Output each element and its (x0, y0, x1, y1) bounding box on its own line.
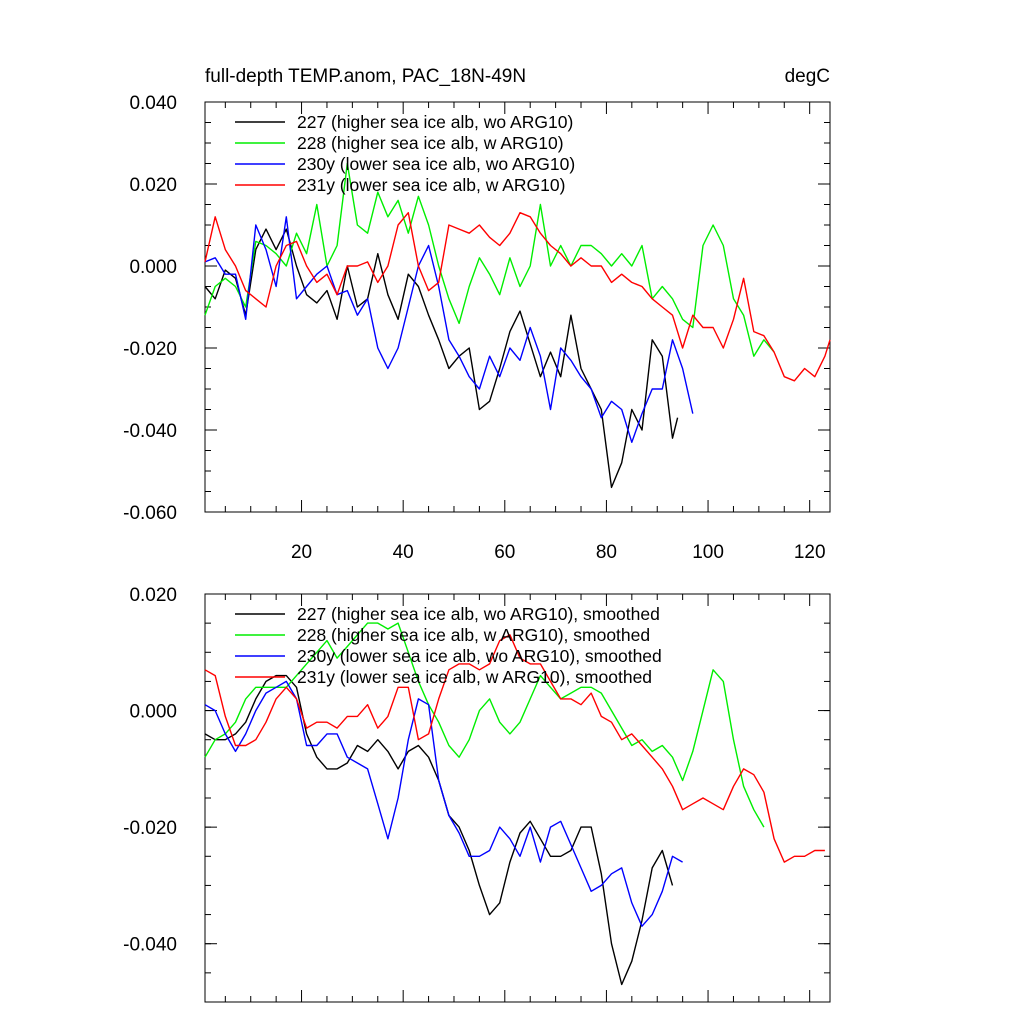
legend-label: 227 (higher sea ice alb, wo ARG10), smoo… (297, 604, 660, 624)
y-tick-label: -0.060 (123, 503, 177, 524)
legend-label: 231y (lower sea ice alb, w ARG10) (297, 175, 565, 195)
y-tick-label: 0.020 (129, 585, 177, 606)
series-line-230y (204, 216, 694, 443)
legend-label: 230y (lower sea ice alb, wo ARG10), smoo… (297, 646, 662, 666)
y-tick-label: -0.040 (123, 421, 177, 442)
legend-label: 231y (lower sea ice alb, w ARG10), smoot… (297, 667, 652, 687)
y-tick-label: 0.000 (129, 257, 177, 278)
series-line-230y (204, 680, 683, 927)
chart-panel-2: -0.040 -0.020 0.000 0.020 227 (higher sea ic… (123, 585, 831, 1003)
x-tick-label: 40 (393, 542, 414, 563)
chart-title: full-depth TEMP.anom, PAC_18N-49N (205, 66, 526, 87)
series-line-228 (204, 162, 775, 357)
legend-label: 230y (lower sea ice alb, wo ARG10) (297, 154, 575, 174)
y-tick-label: 0.040 (129, 93, 177, 114)
x-tick-label: 120 (794, 542, 826, 563)
x-tick-label: 80 (596, 542, 617, 563)
y-tick-label: -0.020 (123, 818, 177, 839)
x-tick-label: 60 (494, 542, 515, 563)
series-line-231y (204, 634, 825, 863)
series-line-231y (204, 211, 831, 382)
legend-label: 227 (higher sea ice alb, wo ARG10) (297, 112, 573, 132)
x-tick-label: 20 (291, 542, 312, 563)
series-line-228 (204, 622, 765, 828)
x-tick-label: 100 (692, 542, 724, 563)
y-tick-label: -0.040 (123, 935, 177, 956)
chart-panel-1: full-depth TEMP.anom, PAC_18N-49N degC -0.… (123, 66, 831, 563)
legend-label: 228 (higher sea ice alb, w ARG10), smoot… (297, 625, 650, 645)
y-tick-label: 0.000 (129, 702, 177, 723)
units-label: degC (785, 66, 830, 87)
y-tick-label: 0.020 (129, 175, 177, 196)
legend-label: 228 (higher sea ice alb, w ARG10) (297, 133, 564, 153)
y-tick-label: -0.020 (123, 339, 177, 360)
